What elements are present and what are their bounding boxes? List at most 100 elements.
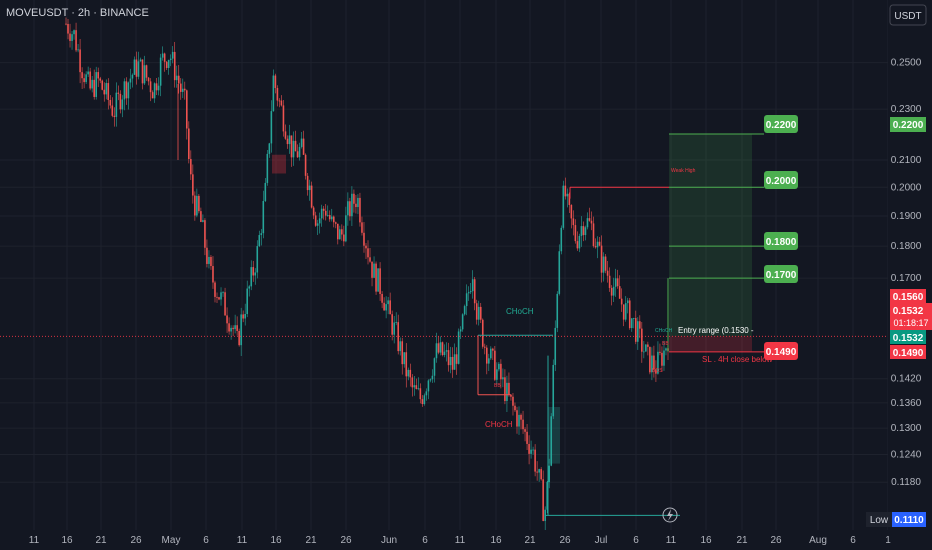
- candle: [268, 142, 271, 158]
- candle: [584, 225, 587, 241]
- candle-body: [77, 49, 79, 51]
- candle-body: [504, 377, 506, 402]
- candle: [630, 318, 633, 332]
- choch-label-top: CHoCH: [506, 307, 534, 316]
- price-tick-label: 0.1420: [891, 374, 922, 385]
- candle-body: [262, 200, 265, 234]
- candle: [129, 68, 132, 90]
- candle-body: [373, 263, 375, 278]
- target-label-4[interactable]: 0.1700: [764, 265, 798, 283]
- candle-body: [69, 33, 71, 41]
- supply-zone: [272, 154, 286, 174]
- candle-body: [393, 322, 395, 335]
- candle-body: [347, 201, 349, 216]
- target-label-1[interactable]: 0.2200: [764, 115, 798, 133]
- candle: [586, 212, 589, 230]
- candle: [117, 85, 120, 101]
- candle-body: [508, 382, 510, 395]
- candle: [226, 307, 228, 333]
- time-tick-label: 26: [770, 535, 782, 546]
- candle-body: [419, 388, 422, 400]
- candle-body: [584, 227, 587, 236]
- time-tick-label: 1: [885, 535, 891, 546]
- time-tick-label: 26: [559, 535, 571, 546]
- candle-body: [391, 314, 393, 335]
- candle-body: [330, 216, 333, 220]
- price-axis[interactable]: 0.2500 0.2300 0.2100 0.2000 0.1900 0.1800 0.17…: [888, 0, 932, 550]
- candle: [578, 233, 581, 253]
- candle-body: [274, 75, 277, 89]
- candle-body: [659, 351, 661, 353]
- candle-body: [165, 61, 168, 68]
- candle: [624, 296, 627, 322]
- candle-body: [252, 267, 255, 276]
- candle: [475, 299, 478, 325]
- candle-body: [588, 218, 591, 221]
- candle-body: [314, 215, 317, 226]
- price-tick-label: 0.1240: [891, 449, 922, 460]
- candle: [200, 207, 202, 223]
- candle: [363, 221, 365, 253]
- candle-body: [328, 215, 331, 220]
- candle-body: [455, 354, 458, 364]
- target-label-3[interactable]: 0.1800: [764, 232, 798, 250]
- target-label-2[interactable]: 0.2000: [764, 171, 798, 189]
- time-tick-label: 16: [61, 535, 73, 546]
- candle: [405, 343, 408, 388]
- candle: [69, 23, 71, 48]
- candle-body: [445, 350, 448, 352]
- candle-body: [264, 182, 267, 201]
- candle: [183, 81, 186, 100]
- svg-text:0.1490: 0.1490: [766, 347, 797, 358]
- candle: [614, 268, 617, 297]
- candle: [266, 150, 269, 186]
- svg-text:0.1532: 0.1532: [893, 333, 924, 344]
- candle-body: [312, 207, 315, 216]
- stop-label[interactable]: 0.1490: [764, 342, 798, 360]
- candle-body: [131, 74, 134, 79]
- candle-body: [143, 65, 146, 84]
- candle-body: [649, 346, 651, 373]
- candle-body: [83, 78, 85, 83]
- svg-text:Low: Low: [870, 515, 889, 526]
- candle-body: [363, 232, 365, 246]
- candle: [606, 260, 609, 283]
- candle-body: [506, 382, 508, 402]
- candle-body: [661, 352, 663, 366]
- candles[interactable]: [65, 17, 669, 532]
- candle-body: [381, 293, 383, 303]
- candle: [202, 214, 204, 223]
- candle: [639, 315, 641, 339]
- candle: [616, 269, 619, 289]
- candle-body: [536, 471, 538, 473]
- candle: [216, 292, 218, 303]
- candle: [647, 341, 649, 356]
- candle: [463, 304, 466, 316]
- svg-text:0.2200: 0.2200: [766, 120, 797, 131]
- candle-body: [657, 351, 659, 374]
- candle: [250, 260, 253, 291]
- time-axis[interactable]: 11 16 21 26 May 6 11 16 21 26 Jun 6 11 16 21 26 Jul 6 11 16…: [0, 530, 932, 550]
- candle-body: [594, 246, 597, 248]
- candle-body: [95, 72, 98, 97]
- candle-body: [522, 419, 524, 430]
- candle: [151, 90, 154, 99]
- time-tick-label: 16: [490, 535, 502, 546]
- candle: [602, 252, 605, 282]
- candle: [645, 344, 647, 352]
- lightning-icon[interactable]: [662, 507, 678, 523]
- candle: [159, 53, 162, 97]
- candle-body: [93, 79, 95, 97]
- candle: [554, 320, 557, 372]
- candle: [157, 77, 160, 96]
- time-tick-label: 21: [95, 535, 107, 546]
- currency-button[interactable]: USDT: [889, 4, 927, 26]
- candle-body: [250, 267, 253, 287]
- candle: [252, 260, 255, 282]
- candle-body: [647, 344, 649, 347]
- candle: [636, 317, 639, 350]
- candle-body: [665, 348, 667, 351]
- candle-body: [276, 88, 279, 101]
